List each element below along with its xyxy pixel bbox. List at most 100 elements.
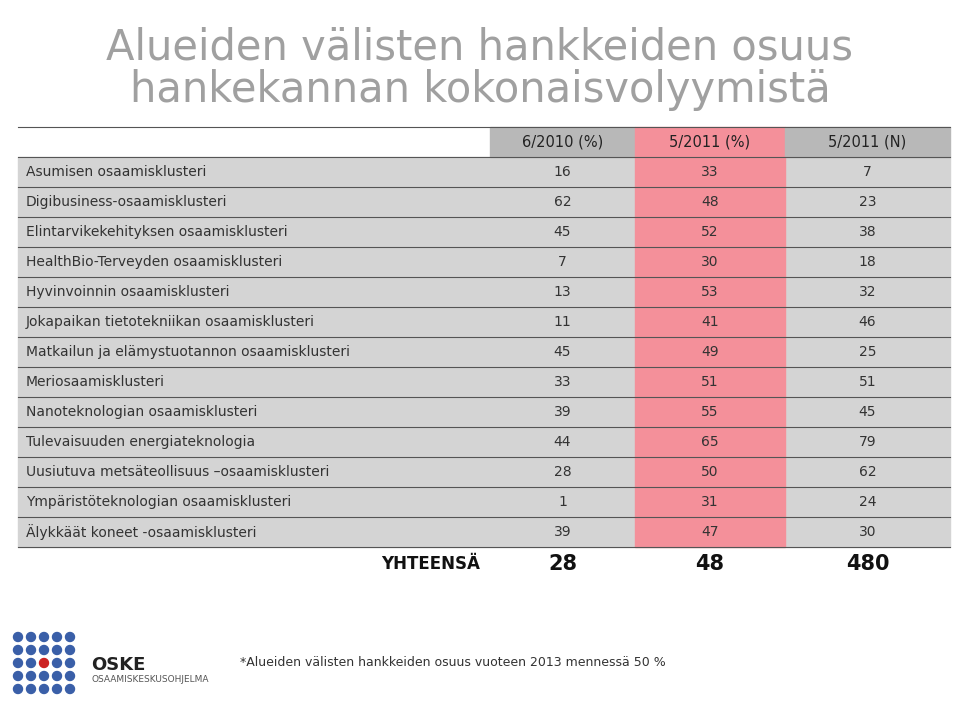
Bar — [635, 127, 785, 157]
Bar — [635, 397, 785, 427]
Bar — [635, 427, 785, 457]
Text: 24: 24 — [859, 495, 876, 509]
Text: 38: 38 — [858, 225, 876, 239]
Text: 47: 47 — [701, 525, 719, 539]
Text: 50: 50 — [701, 465, 719, 479]
Text: HealthBio-Terveyden osaamisklusteri: HealthBio-Terveyden osaamisklusteri — [26, 255, 282, 269]
Text: 13: 13 — [554, 285, 571, 299]
Text: hankekannan kokonaisvolyymistä: hankekannan kokonaisvolyymistä — [130, 69, 830, 111]
Text: 39: 39 — [554, 525, 571, 539]
Circle shape — [39, 658, 49, 668]
Bar — [490, 127, 635, 157]
Circle shape — [65, 645, 75, 655]
Bar — [635, 457, 785, 487]
Text: 33: 33 — [701, 165, 719, 179]
Text: 28: 28 — [548, 554, 577, 574]
Circle shape — [65, 632, 75, 642]
Circle shape — [13, 658, 22, 668]
Text: 65: 65 — [701, 435, 719, 449]
Text: 25: 25 — [859, 345, 876, 359]
Text: 62: 62 — [858, 465, 876, 479]
Text: 45: 45 — [554, 225, 571, 239]
Circle shape — [39, 672, 49, 680]
Text: 30: 30 — [859, 525, 876, 539]
Circle shape — [27, 632, 36, 642]
Text: 5/2011 (N): 5/2011 (N) — [828, 135, 906, 150]
Bar — [635, 247, 785, 277]
Bar — [635, 337, 785, 367]
Text: 7: 7 — [863, 165, 872, 179]
Bar — [18, 337, 950, 367]
Text: OSKE: OSKE — [91, 655, 145, 673]
Bar — [635, 277, 785, 307]
Circle shape — [53, 672, 61, 680]
Text: Asumisen osaamisklusteri: Asumisen osaamisklusteri — [26, 165, 206, 179]
Text: 6/2010 (%): 6/2010 (%) — [522, 135, 603, 150]
Text: 48: 48 — [695, 554, 725, 574]
Bar — [635, 517, 785, 547]
Text: 51: 51 — [701, 375, 719, 389]
Text: 23: 23 — [859, 195, 876, 209]
Circle shape — [53, 632, 61, 642]
Circle shape — [13, 672, 22, 680]
Text: 41: 41 — [701, 315, 719, 329]
Text: OSAAMISKESKUSOHJELMA: OSAAMISKESKUSOHJELMA — [91, 675, 208, 684]
Text: 49: 49 — [701, 345, 719, 359]
Bar — [18, 457, 950, 487]
Bar — [18, 187, 950, 217]
Text: Meriosaamisklusteri: Meriosaamisklusteri — [26, 375, 165, 389]
Text: 31: 31 — [701, 495, 719, 509]
Text: 28: 28 — [554, 465, 571, 479]
Text: Digibusiness-osaamisklusteri: Digibusiness-osaamisklusteri — [26, 195, 228, 209]
Circle shape — [13, 632, 22, 642]
Text: 79: 79 — [858, 435, 876, 449]
Circle shape — [27, 658, 36, 668]
Text: 16: 16 — [554, 165, 571, 179]
Text: 55: 55 — [701, 405, 719, 419]
Text: Hyvinvoinnin osaamisklusteri: Hyvinvoinnin osaamisklusteri — [26, 285, 229, 299]
Circle shape — [27, 685, 36, 693]
Bar — [635, 217, 785, 247]
Text: 52: 52 — [701, 225, 719, 239]
Text: 30: 30 — [701, 255, 719, 269]
Text: 45: 45 — [554, 345, 571, 359]
Text: 32: 32 — [859, 285, 876, 299]
Text: 45: 45 — [859, 405, 876, 419]
Text: 7: 7 — [558, 255, 566, 269]
Bar — [18, 487, 950, 517]
Text: Alueiden välisten hankkeiden osuus: Alueiden välisten hankkeiden osuus — [107, 27, 853, 69]
Text: 53: 53 — [701, 285, 719, 299]
Circle shape — [13, 685, 22, 693]
Text: 48: 48 — [701, 195, 719, 209]
Bar — [18, 277, 950, 307]
Bar — [635, 157, 785, 187]
Text: 480: 480 — [846, 554, 889, 574]
Bar — [18, 517, 950, 547]
Circle shape — [65, 685, 75, 693]
Text: Älykkäät koneet -osaamisklusteri: Älykkäät koneet -osaamisklusteri — [26, 524, 256, 540]
Circle shape — [65, 658, 75, 668]
Text: Ympäristöteknologian osaamisklusteri: Ympäristöteknologian osaamisklusteri — [26, 495, 291, 509]
Text: *Alueiden välisten hankkeiden osuus vuoteen 2013 mennessä 50 %: *Alueiden välisten hankkeiden osuus vuot… — [240, 655, 665, 668]
Bar — [18, 247, 950, 277]
Text: YHTEENSÄ: YHTEENSÄ — [381, 555, 480, 573]
Bar — [18, 397, 950, 427]
Bar — [18, 427, 950, 457]
Bar — [18, 157, 950, 187]
Circle shape — [65, 672, 75, 680]
Text: Uusiutuva metsäteollisuus –osaamisklusteri: Uusiutuva metsäteollisuus –osaamiskluste… — [26, 465, 329, 479]
Text: 44: 44 — [554, 435, 571, 449]
Text: 62: 62 — [554, 195, 571, 209]
Bar — [18, 307, 950, 337]
Circle shape — [27, 645, 36, 655]
Text: 39: 39 — [554, 405, 571, 419]
Bar — [635, 307, 785, 337]
Circle shape — [53, 685, 61, 693]
Bar — [18, 217, 950, 247]
Text: 33: 33 — [554, 375, 571, 389]
Bar — [18, 367, 950, 397]
Text: 11: 11 — [554, 315, 571, 329]
Circle shape — [53, 658, 61, 668]
Circle shape — [39, 685, 49, 693]
Text: 18: 18 — [858, 255, 876, 269]
